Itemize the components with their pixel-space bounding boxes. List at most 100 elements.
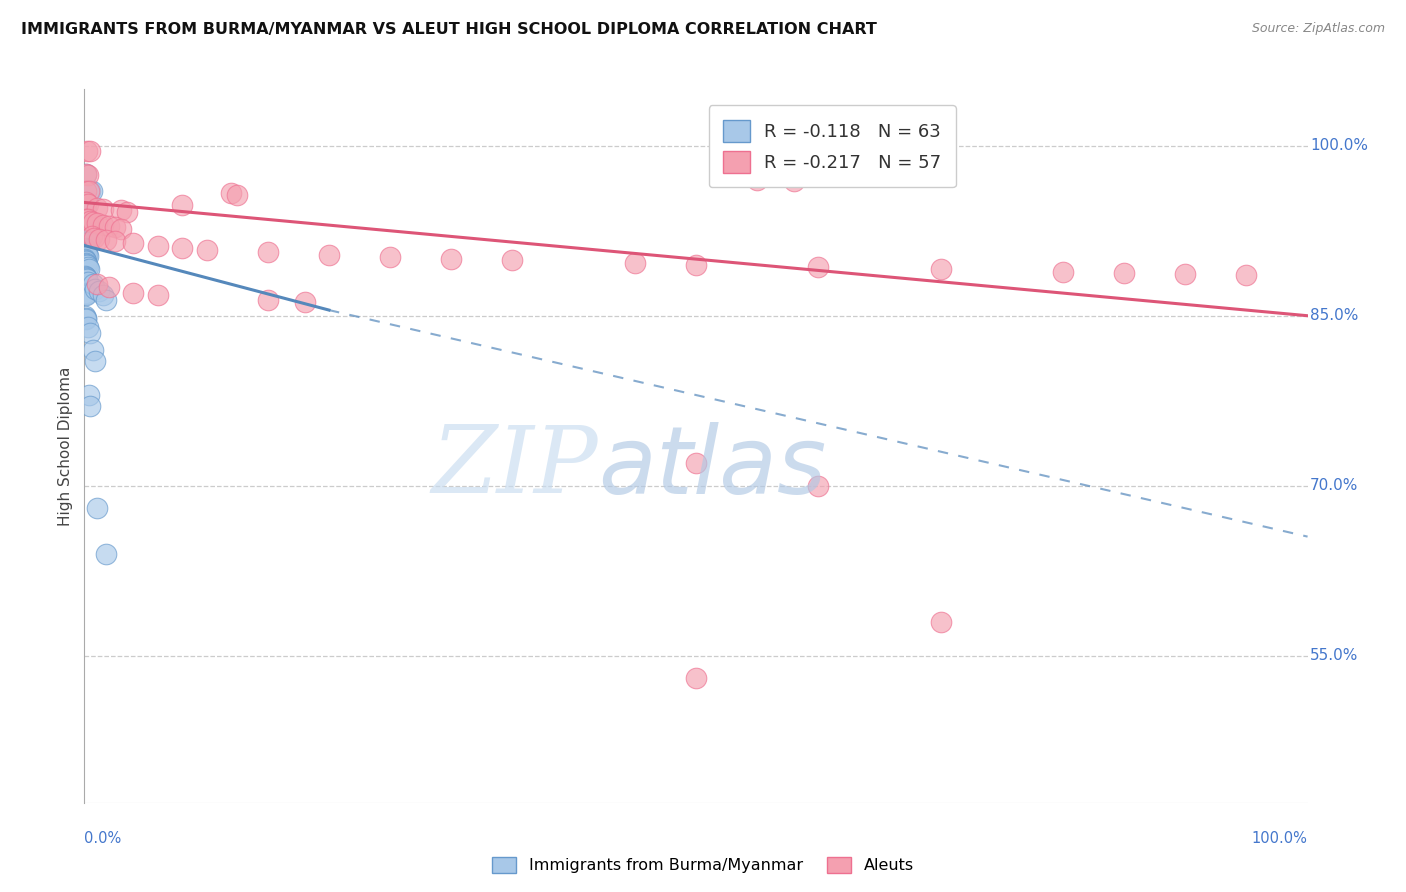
Point: [75, 312, 97, 326]
Y-axis label: High School Diploma: High School Diploma: [58, 367, 73, 525]
Point: [76, 230, 98, 244]
Point: [75, 212, 97, 227]
Point: [76, 247, 98, 261]
Point: [75, 195, 97, 210]
Point: [87, 284, 110, 298]
Point: [75, 228, 97, 243]
Point: [77, 262, 100, 277]
Point: [172, 198, 194, 212]
Point: [75, 311, 97, 326]
Point: [73, 286, 96, 301]
Point: [75, 201, 97, 215]
Point: [195, 243, 218, 257]
Point: [77, 184, 100, 198]
Point: [79, 400, 101, 414]
Text: 100.0%: 100.0%: [1310, 138, 1368, 153]
Point: [73, 241, 96, 255]
Point: [75, 255, 97, 269]
Point: [84, 281, 107, 295]
Point: [82, 343, 104, 357]
Point: [77, 196, 100, 211]
Point: [75, 226, 97, 240]
Point: [75, 167, 97, 181]
Point: [257, 293, 280, 307]
Point: [73, 224, 96, 238]
Point: [77, 275, 100, 289]
Point: [87, 232, 110, 246]
Point: [257, 245, 280, 260]
Text: 55.0%: 55.0%: [1310, 648, 1358, 663]
Text: atlas: atlas: [598, 422, 827, 513]
Point: [75, 212, 97, 227]
Point: [91, 202, 114, 217]
Point: [115, 204, 138, 219]
Text: ZIP: ZIP: [432, 423, 598, 512]
Point: [76, 272, 98, 286]
Point: [75, 225, 97, 239]
Point: [624, 255, 647, 269]
Point: [77, 233, 100, 247]
Point: [76, 215, 98, 229]
Point: [685, 456, 707, 470]
Point: [318, 247, 340, 261]
Point: [783, 174, 806, 188]
Point: [77, 260, 100, 274]
Point: [122, 286, 145, 301]
Point: [219, 186, 242, 201]
Point: [75, 254, 97, 268]
Point: [77, 220, 100, 235]
Point: [110, 221, 132, 235]
Point: [110, 203, 132, 218]
Point: [75, 184, 97, 198]
Legend: R = -0.118   N = 63, R = -0.217   N = 57: R = -0.118 N = 63, R = -0.217 N = 57: [709, 105, 956, 187]
Point: [75, 212, 97, 227]
Point: [440, 252, 463, 266]
Point: [77, 212, 100, 227]
Point: [75, 242, 97, 256]
Point: [96, 547, 118, 561]
Point: [77, 249, 100, 263]
Point: [929, 615, 952, 629]
Point: [747, 173, 769, 187]
Point: [96, 293, 118, 307]
Point: [75, 201, 97, 215]
Point: [86, 216, 108, 230]
Point: [73, 269, 96, 284]
Text: 100.0%: 100.0%: [1251, 831, 1308, 847]
Point: [77, 234, 100, 248]
Point: [685, 671, 707, 685]
Text: 70.0%: 70.0%: [1310, 478, 1358, 493]
Point: [1052, 264, 1074, 278]
Point: [76, 246, 98, 260]
Point: [929, 145, 952, 159]
Point: [96, 233, 118, 247]
Point: [75, 244, 97, 259]
Point: [226, 187, 249, 202]
Point: [75, 271, 97, 285]
Point: [73, 252, 96, 266]
Point: [75, 287, 97, 301]
Point: [80, 184, 103, 198]
Point: [77, 218, 100, 232]
Point: [146, 238, 169, 252]
Point: [807, 478, 830, 492]
Point: [104, 234, 127, 248]
Point: [86, 277, 108, 291]
Point: [76, 229, 98, 244]
Point: [75, 257, 97, 271]
Point: [83, 230, 105, 244]
Point: [75, 167, 97, 181]
Point: [79, 213, 101, 227]
Point: [77, 320, 100, 334]
Point: [104, 220, 127, 235]
Point: [929, 262, 952, 277]
Point: [807, 260, 830, 274]
Point: [77, 235, 100, 249]
Text: Source: ZipAtlas.com: Source: ZipAtlas.com: [1251, 22, 1385, 36]
Point: [91, 288, 114, 302]
Point: [1234, 268, 1257, 282]
Point: [122, 236, 145, 251]
Point: [73, 309, 96, 323]
Point: [380, 250, 402, 264]
Point: [75, 227, 97, 242]
